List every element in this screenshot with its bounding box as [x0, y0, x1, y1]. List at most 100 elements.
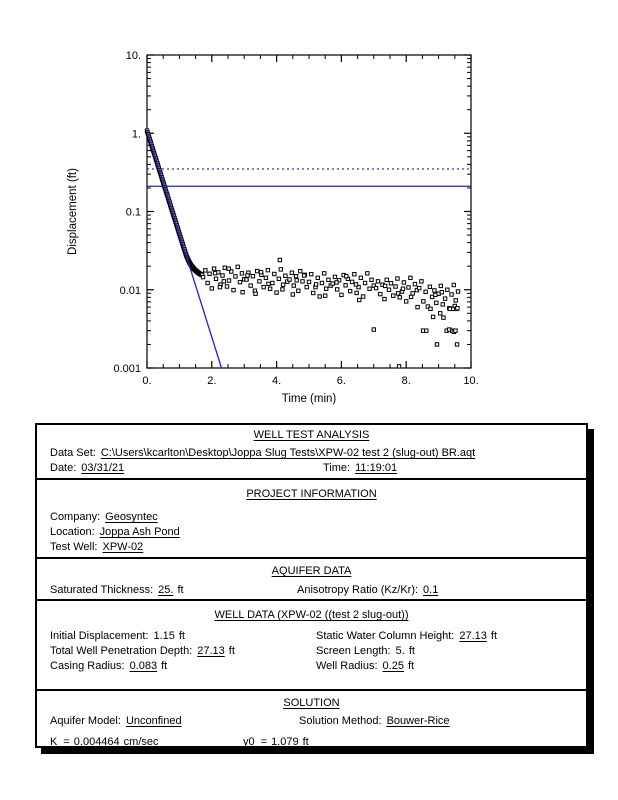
- y-tick-label: 10.: [126, 50, 141, 62]
- data-point: [386, 287, 392, 292]
- data-point: [344, 273, 349, 279]
- data-point: [220, 273, 225, 278]
- location-value: Joppa Ash Pond: [99, 526, 180, 538]
- data-point: [276, 276, 282, 282]
- data-point: [293, 273, 299, 279]
- solution-method-label: Solution Method:: [299, 715, 382, 727]
- data-point: [263, 275, 269, 281]
- data-point: [315, 275, 320, 281]
- data-point: [250, 273, 256, 279]
- company-label: Company:: [50, 511, 101, 523]
- well-test-analysis-section: WELL TEST ANALYSIS Data Set: C:\Users\kca…: [37, 425, 586, 478]
- section-title: WELL DATA (XPW-02 ((test 2 slug-out)): [214, 609, 409, 621]
- x-tick-label: 6.: [337, 375, 346, 387]
- data-point: [229, 269, 234, 274]
- data-point: [205, 280, 210, 286]
- data-point: [222, 265, 227, 270]
- data-point: [432, 288, 437, 293]
- data-point: [294, 278, 299, 283]
- data-point: [317, 294, 322, 299]
- data-point: [371, 283, 377, 288]
- data-point: [401, 280, 407, 285]
- data-point: [322, 271, 327, 276]
- data-point: [296, 288, 301, 293]
- data-point: [290, 292, 296, 297]
- y0-equals: =: [260, 736, 268, 748]
- data-point: [382, 296, 387, 302]
- test-well-label: Test Well:: [50, 541, 98, 553]
- data-point: [304, 284, 309, 290]
- x-tick-label: 0.: [142, 375, 151, 387]
- data-point: [334, 280, 339, 285]
- k-value: 0.004464: [73, 736, 120, 748]
- data-point: [393, 284, 398, 289]
- data-point: [265, 267, 271, 273]
- data-point: [373, 285, 379, 291]
- time-value: 11:19:01: [355, 462, 398, 474]
- data-point: [207, 271, 212, 276]
- y-tick-label: 0.001: [113, 363, 141, 375]
- data-point: [323, 293, 328, 298]
- k-label: K: [50, 736, 58, 748]
- data-point: [213, 276, 219, 282]
- data-point: [400, 286, 406, 291]
- casing-radius-value: 0.083: [129, 660, 158, 672]
- data-point: [421, 299, 426, 304]
- y0-unit: ft: [302, 736, 309, 748]
- data-point: [428, 306, 433, 312]
- data-point: [454, 342, 460, 347]
- y0-label: y0: [243, 736, 255, 748]
- data-point: [258, 269, 264, 275]
- data-point: [248, 283, 253, 288]
- y-tick-label: 0.01: [120, 285, 141, 297]
- data-point: [309, 272, 314, 277]
- anisotropy-cell: Anisotropy Ratio (Kz/Kr): 0.1: [297, 583, 438, 597]
- data-point: [300, 279, 305, 284]
- dataset-row: Data Set: C:\Users\kcarlton\Desktop\Joppa…: [50, 446, 582, 460]
- data-point: [274, 290, 279, 295]
- screen-length-cell: Screen Length: 5. ft: [316, 644, 415, 658]
- well-data-row-1: Initial Displacement: 1.15 ft Static Water…: [50, 629, 582, 643]
- data-point: [289, 270, 295, 275]
- data-point: [209, 286, 215, 291]
- y-axis-label: Displacement (ft): [67, 168, 79, 255]
- data-point: [404, 299, 409, 304]
- data-point: [254, 268, 260, 274]
- section-title: WELL TEST ANALYSIS: [253, 429, 370, 441]
- data-point: [442, 296, 448, 301]
- well-data-section: WELL DATA (XPW-02 ((test 2 slug-out)) In…: [37, 599, 586, 689]
- data-point: [357, 297, 362, 303]
- data-point: [358, 275, 364, 281]
- data-point: [410, 291, 415, 296]
- y-tick-label: 1.: [132, 128, 141, 140]
- data-point: [235, 264, 240, 270]
- well-radius-cell: Well Radius: 0.25 ft: [316, 659, 414, 673]
- data-point: [291, 283, 296, 288]
- data-point: [347, 288, 353, 294]
- x-tick-label: 2.: [207, 375, 216, 387]
- data-point: [298, 268, 303, 274]
- data-point: [323, 286, 329, 291]
- location-row: Location: Joppa Ash Pond: [50, 525, 582, 539]
- data-point: [354, 290, 359, 296]
- data-point: [408, 294, 414, 300]
- solution-method-value: Bouwer-Rice: [386, 715, 450, 727]
- data-point: [349, 279, 355, 285]
- test-well-row: Test Well: XPW-02: [50, 540, 582, 554]
- y-tick-label: 0.1: [126, 207, 141, 219]
- data-point: [453, 298, 458, 303]
- y0-cell: y0 = 1.079 ft: [243, 735, 309, 749]
- dataset-label: Data Set:: [50, 447, 96, 459]
- test-well-value: XPW-02: [102, 541, 144, 553]
- data-point: [441, 315, 446, 320]
- data-point: [233, 274, 238, 279]
- aquifer-model-value: Unconfined: [125, 715, 182, 727]
- x-axis-label: Time (min): [282, 393, 337, 405]
- static-water-value: 27.13: [459, 630, 487, 642]
- saturated-thickness-unit: ft: [177, 584, 184, 596]
- section-title: SOLUTION: [283, 697, 340, 709]
- casing-radius-unit: ft: [161, 660, 168, 672]
- data-point: [425, 304, 431, 309]
- saturated-thickness-label: Saturated Thickness:: [50, 584, 154, 596]
